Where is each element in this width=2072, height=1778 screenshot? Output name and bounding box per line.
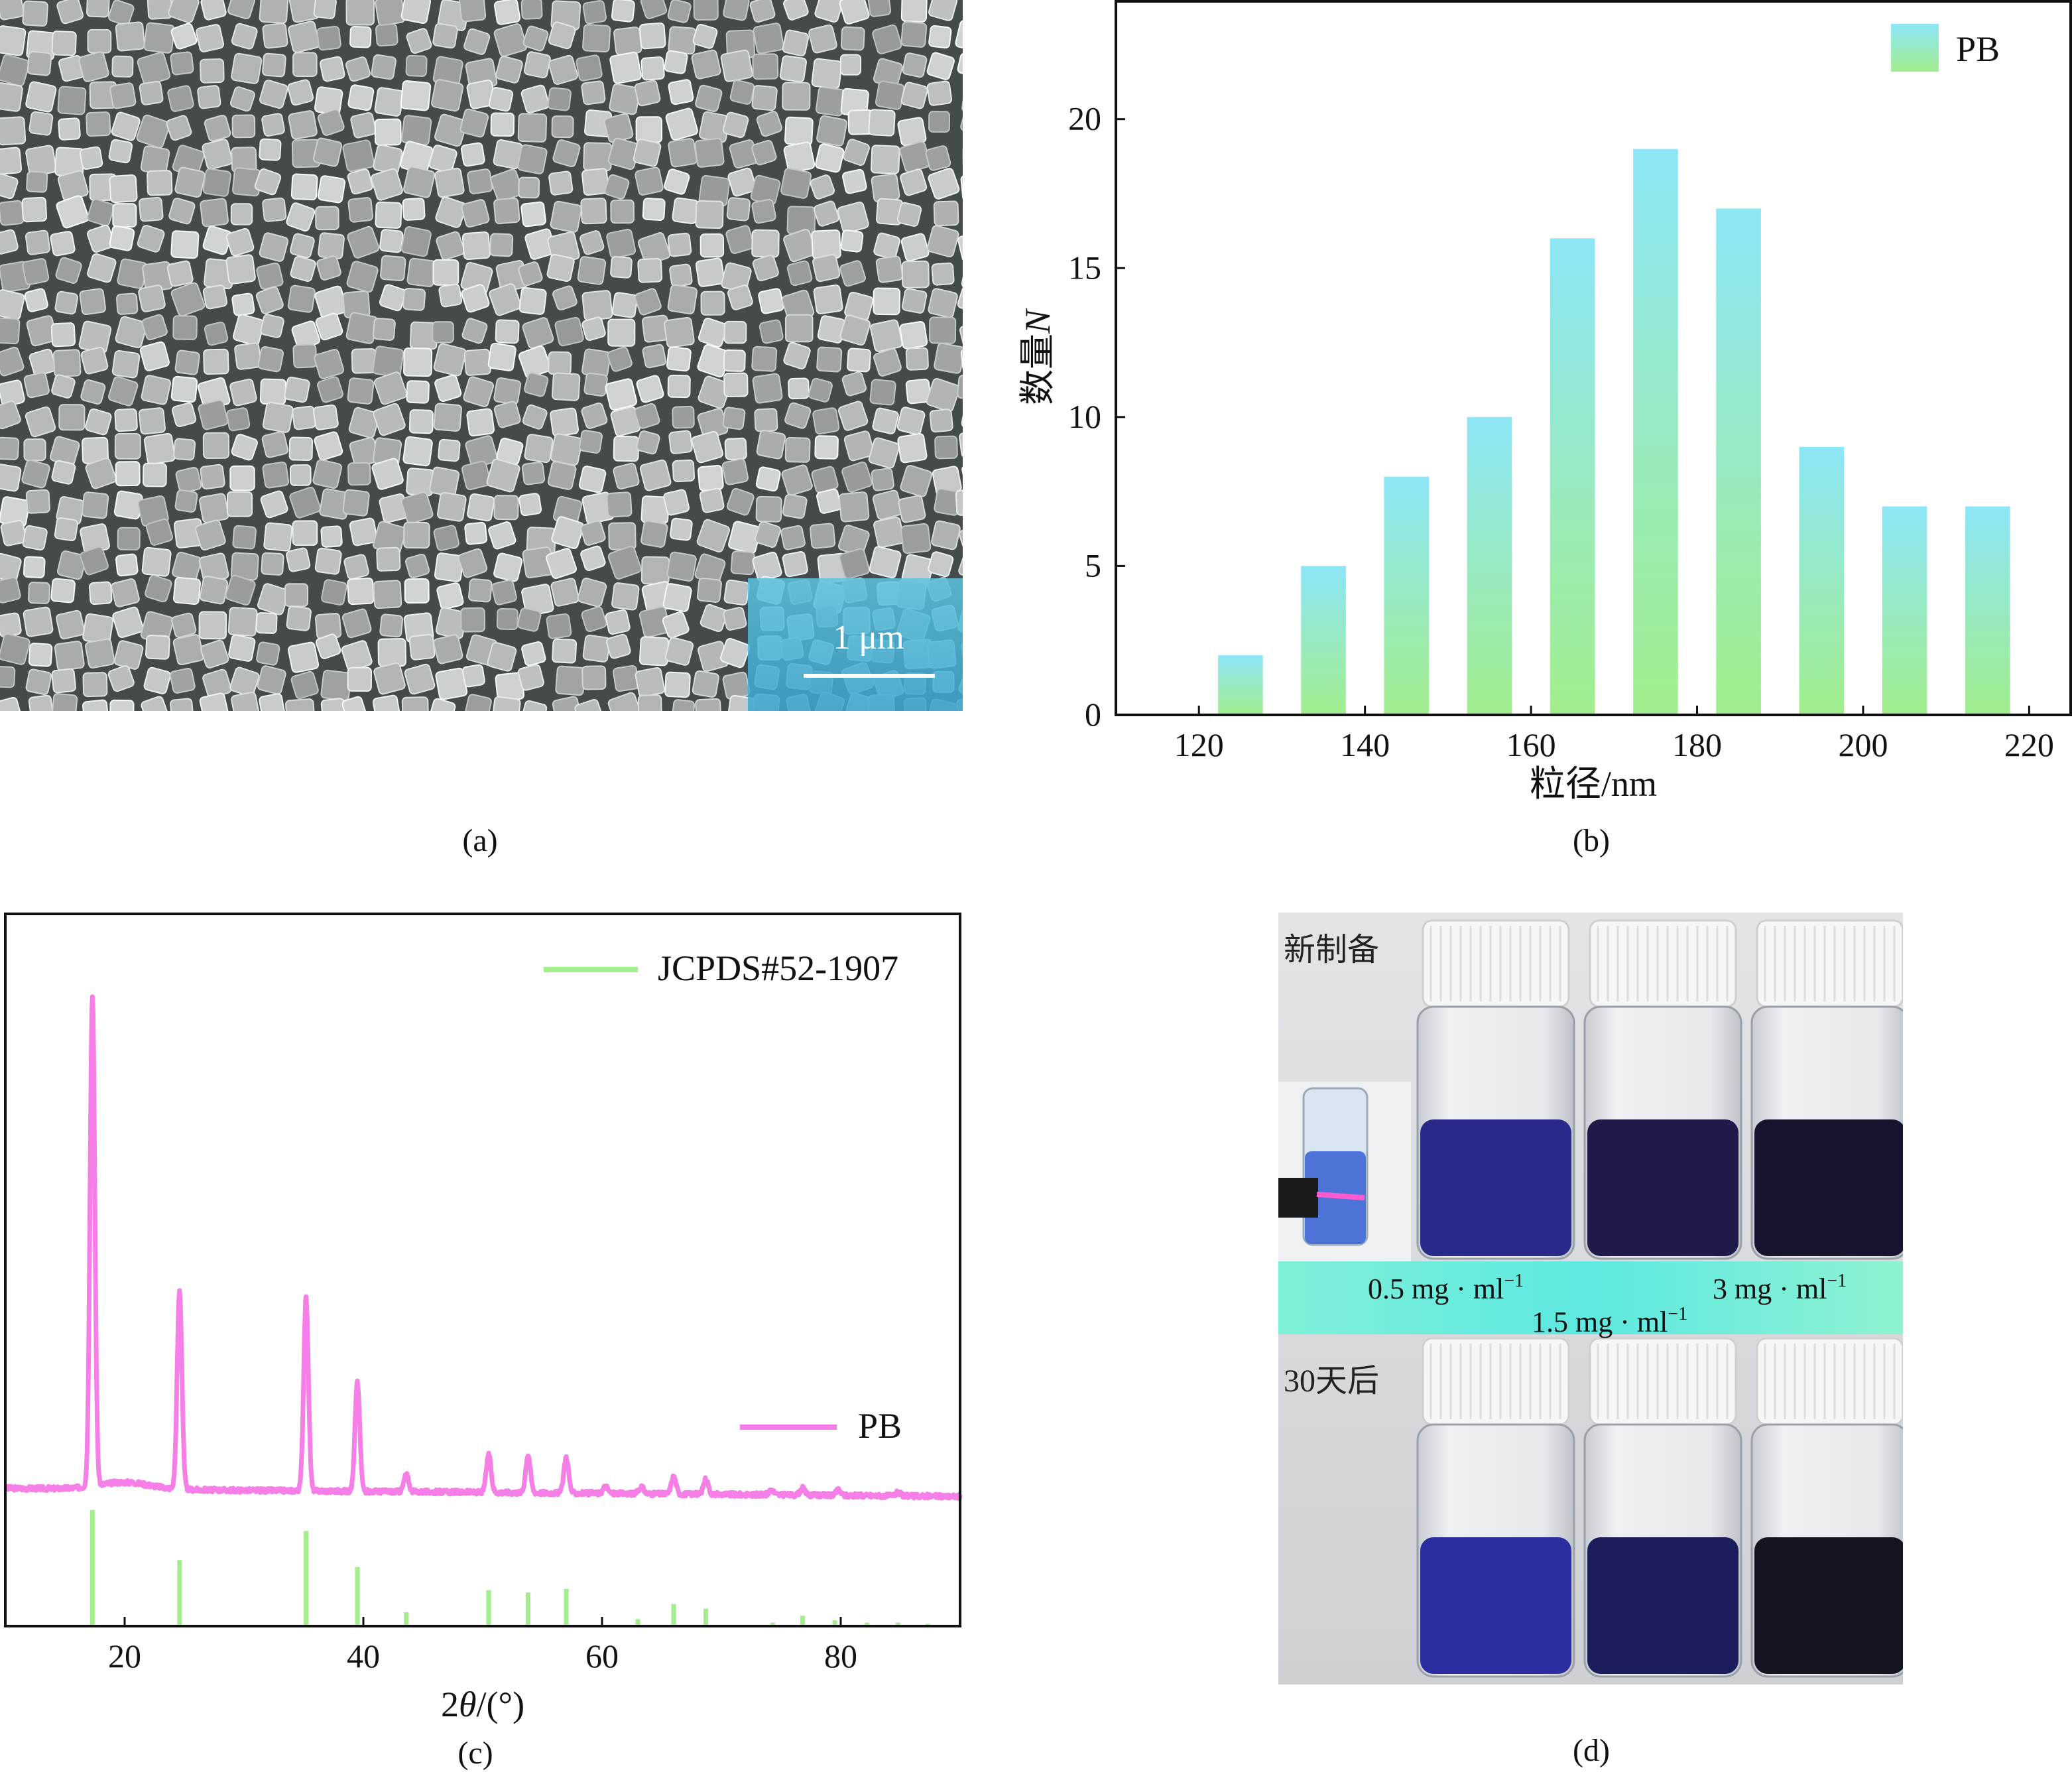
histogram-bar <box>1799 446 1845 715</box>
caption-b: (b) <box>1573 823 1610 858</box>
vial <box>1750 1337 1903 1678</box>
sem-inset-region <box>748 578 963 711</box>
sem-image: 1 μm <box>0 0 993 730</box>
vial <box>1416 919 1575 1260</box>
legend-label-pb: PB <box>858 1406 902 1446</box>
y-tick-label: 20 <box>1068 100 1101 137</box>
y-tick-label: 15 <box>1068 249 1101 286</box>
histogram-bar <box>1467 416 1512 715</box>
y-axis-label: 数量N <box>1018 308 1058 405</box>
xrd-chart: 20 40 60 80 2θ/(°) JCPDS#52-1907 PB <box>3 913 963 1724</box>
y-tick-label: 10 <box>1068 398 1101 435</box>
x-tick-label: 140 <box>1340 726 1390 763</box>
x-tick-label: 80 <box>824 1637 857 1675</box>
label-after-30-days: 30天后 <box>1284 1364 1379 1399</box>
plot-frame <box>4 913 961 1627</box>
plot-frame <box>1115 0 2072 716</box>
scale-bar <box>804 674 935 678</box>
x-tick-label: 180 <box>1672 726 1722 763</box>
vial <box>1583 919 1742 1260</box>
tyndall-inset <box>1278 1082 1411 1274</box>
histogram-bar <box>1218 655 1263 715</box>
label-fresh: 新制备 <box>1284 932 1379 968</box>
histogram-bar <box>1550 238 1595 715</box>
xrd-panel: 20 40 60 80 2θ/(°) JCPDS#52-1907 PB <box>0 909 968 1731</box>
x-tick-label: 40 <box>347 1637 380 1675</box>
vials-photo: 新制备 30天后 0.5 mg · ml−1 1.5 mg · ml−1 3 m… <box>1278 913 1903 1684</box>
histogram-bar <box>1384 476 1430 715</box>
histogram-bar <box>1882 506 1927 715</box>
svg-text:3 mg · ml−1: 3 mg · ml−1 <box>1713 1271 1847 1305</box>
concentration-label-2: 1.5 mg · ml−1 <box>1532 1304 1687 1338</box>
x-axis-label: 2θ/(°) <box>441 1684 524 1724</box>
x-tick-label: 20 <box>108 1637 141 1675</box>
svg-text:1.5 mg · ml−1: 1.5 mg · ml−1 <box>1532 1304 1687 1338</box>
caption-c: (c) <box>457 1736 493 1771</box>
histogram-bar <box>1716 208 1761 716</box>
x-tick-label: 220 <box>2004 726 2054 763</box>
legend-swatch <box>1891 24 1939 72</box>
histogram-bar <box>1301 566 1346 715</box>
legend-label: PB <box>1956 29 2000 69</box>
caption-a: (a) <box>462 823 498 858</box>
sem-image-panel: 1 μm <box>0 0 993 730</box>
vial <box>1583 1337 1742 1678</box>
y-tick-label: 5 <box>1085 546 1101 584</box>
histogram-bar <box>1965 506 2010 715</box>
scale-bar-label: 1 μm <box>833 619 904 657</box>
legend-label-reference: JCPDS#52-1907 <box>658 948 898 988</box>
svg-text:0.5 mg · ml−1: 0.5 mg · ml−1 <box>1368 1271 1524 1305</box>
x-axis-label: 粒径/nm <box>1530 764 1657 804</box>
concentration-band <box>1278 1261 1903 1334</box>
y-tick-label: 0 <box>1085 696 1101 733</box>
concentration-label-3: 3 mg · ml−1 <box>1713 1271 1847 1305</box>
caption-d: (d) <box>1573 1733 1610 1768</box>
vial <box>1416 1337 1575 1678</box>
histogram-panel: 120 140 160 180 200 220 0 5 10 15 20 粒径/nm 数量N PB <box>995 0 2072 882</box>
x-tick-label: 120 <box>1174 726 1224 763</box>
pb-series-line <box>3 994 963 1501</box>
x-tick-label: 60 <box>585 1637 619 1675</box>
vial <box>1750 919 1903 1260</box>
x-tick-label: 200 <box>1838 726 1888 763</box>
histogram-chart: 120 140 160 180 200 220 0 5 10 15 20 粒径/nm 数量N PB <box>1018 0 2072 804</box>
concentration-label-1: 0.5 mg · ml−1 <box>1368 1271 1524 1305</box>
x-tick-label: 160 <box>1506 726 1556 763</box>
histogram-bar <box>1633 149 1678 716</box>
